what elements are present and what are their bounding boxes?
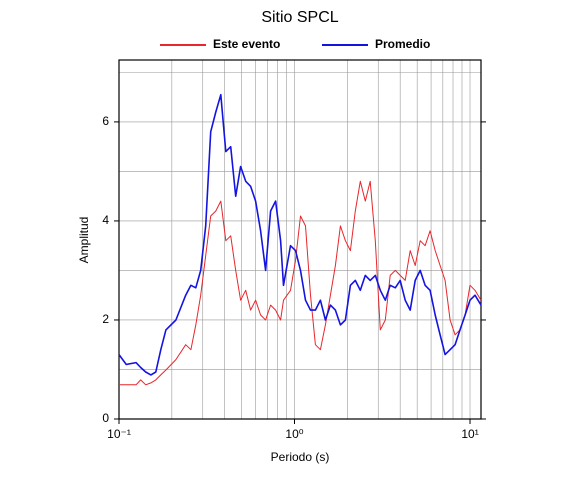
x-tick-label: 10⁻¹ — [107, 427, 131, 441]
legend-label: Promedio — [375, 37, 430, 51]
plot-frame — [118, 59, 482, 420]
y-tick-label: 2 — [102, 312, 109, 326]
legend-label: Este evento — [213, 37, 280, 51]
series-line — [118, 93, 482, 376]
y-tick-label: 4 — [102, 213, 109, 227]
y-tick-label: 0 — [102, 411, 109, 425]
chart-title: Sitio SPCL — [261, 9, 338, 26]
series-line — [119, 180, 482, 386]
y-tick-label: 6 — [102, 114, 109, 128]
x-tick-label: 10¹ — [461, 427, 478, 441]
x-axis-label: Periodo (s) — [271, 450, 330, 464]
y-axis-label: Amplitud — [77, 217, 91, 264]
x-tick-label: 10⁰ — [285, 427, 303, 441]
